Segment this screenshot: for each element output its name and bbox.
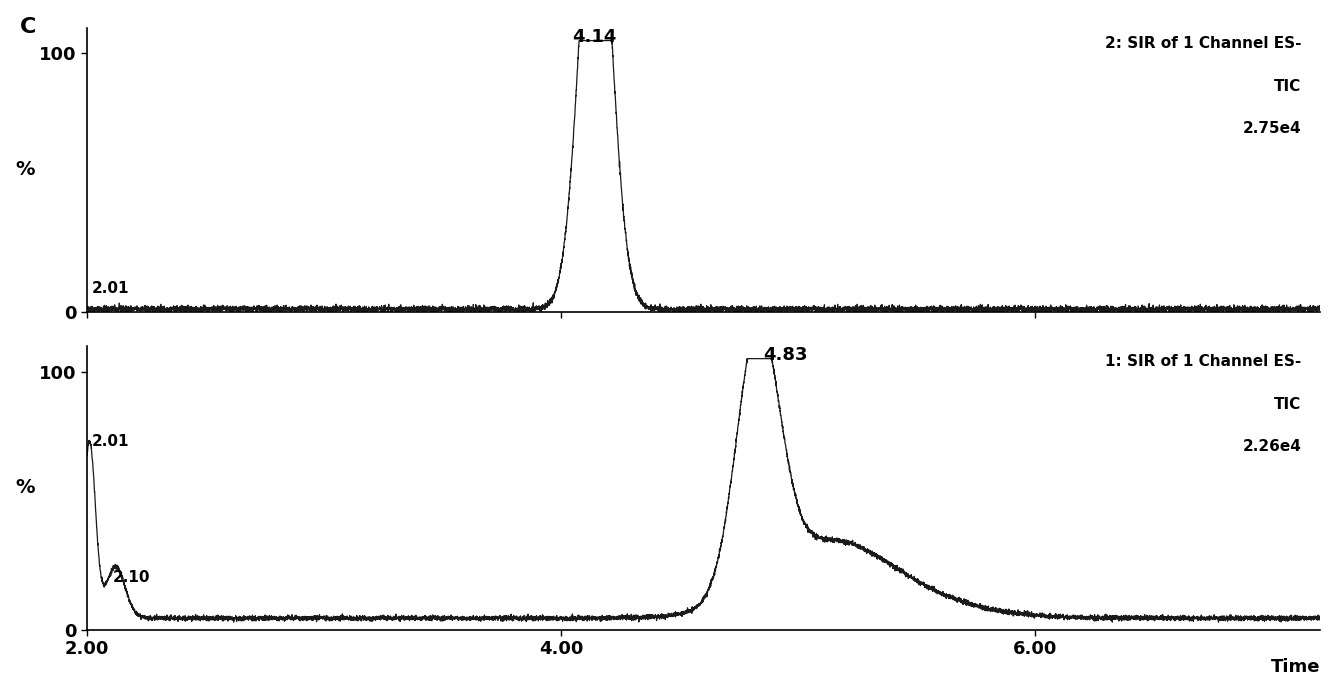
Text: 2.01: 2.01 xyxy=(92,434,130,449)
Text: 2.01: 2.01 xyxy=(92,281,130,296)
Text: 4.14: 4.14 xyxy=(572,28,616,46)
Text: 2.75e4: 2.75e4 xyxy=(1242,121,1301,136)
Text: 2.10: 2.10 xyxy=(113,570,150,585)
Text: C: C xyxy=(20,17,36,37)
Y-axis label: %: % xyxy=(16,160,35,179)
Text: TIC: TIC xyxy=(1274,397,1301,412)
Text: TIC: TIC xyxy=(1274,79,1301,94)
Y-axis label: %: % xyxy=(16,478,35,498)
Text: 2: SIR of 1 Channel ES-: 2: SIR of 1 Channel ES- xyxy=(1106,36,1301,51)
Text: 2.26e4: 2.26e4 xyxy=(1242,439,1301,455)
Text: 1: SIR of 1 Channel ES-: 1: SIR of 1 Channel ES- xyxy=(1106,354,1301,370)
Text: Time: Time xyxy=(1270,658,1320,676)
Text: 4.83: 4.83 xyxy=(762,346,807,364)
